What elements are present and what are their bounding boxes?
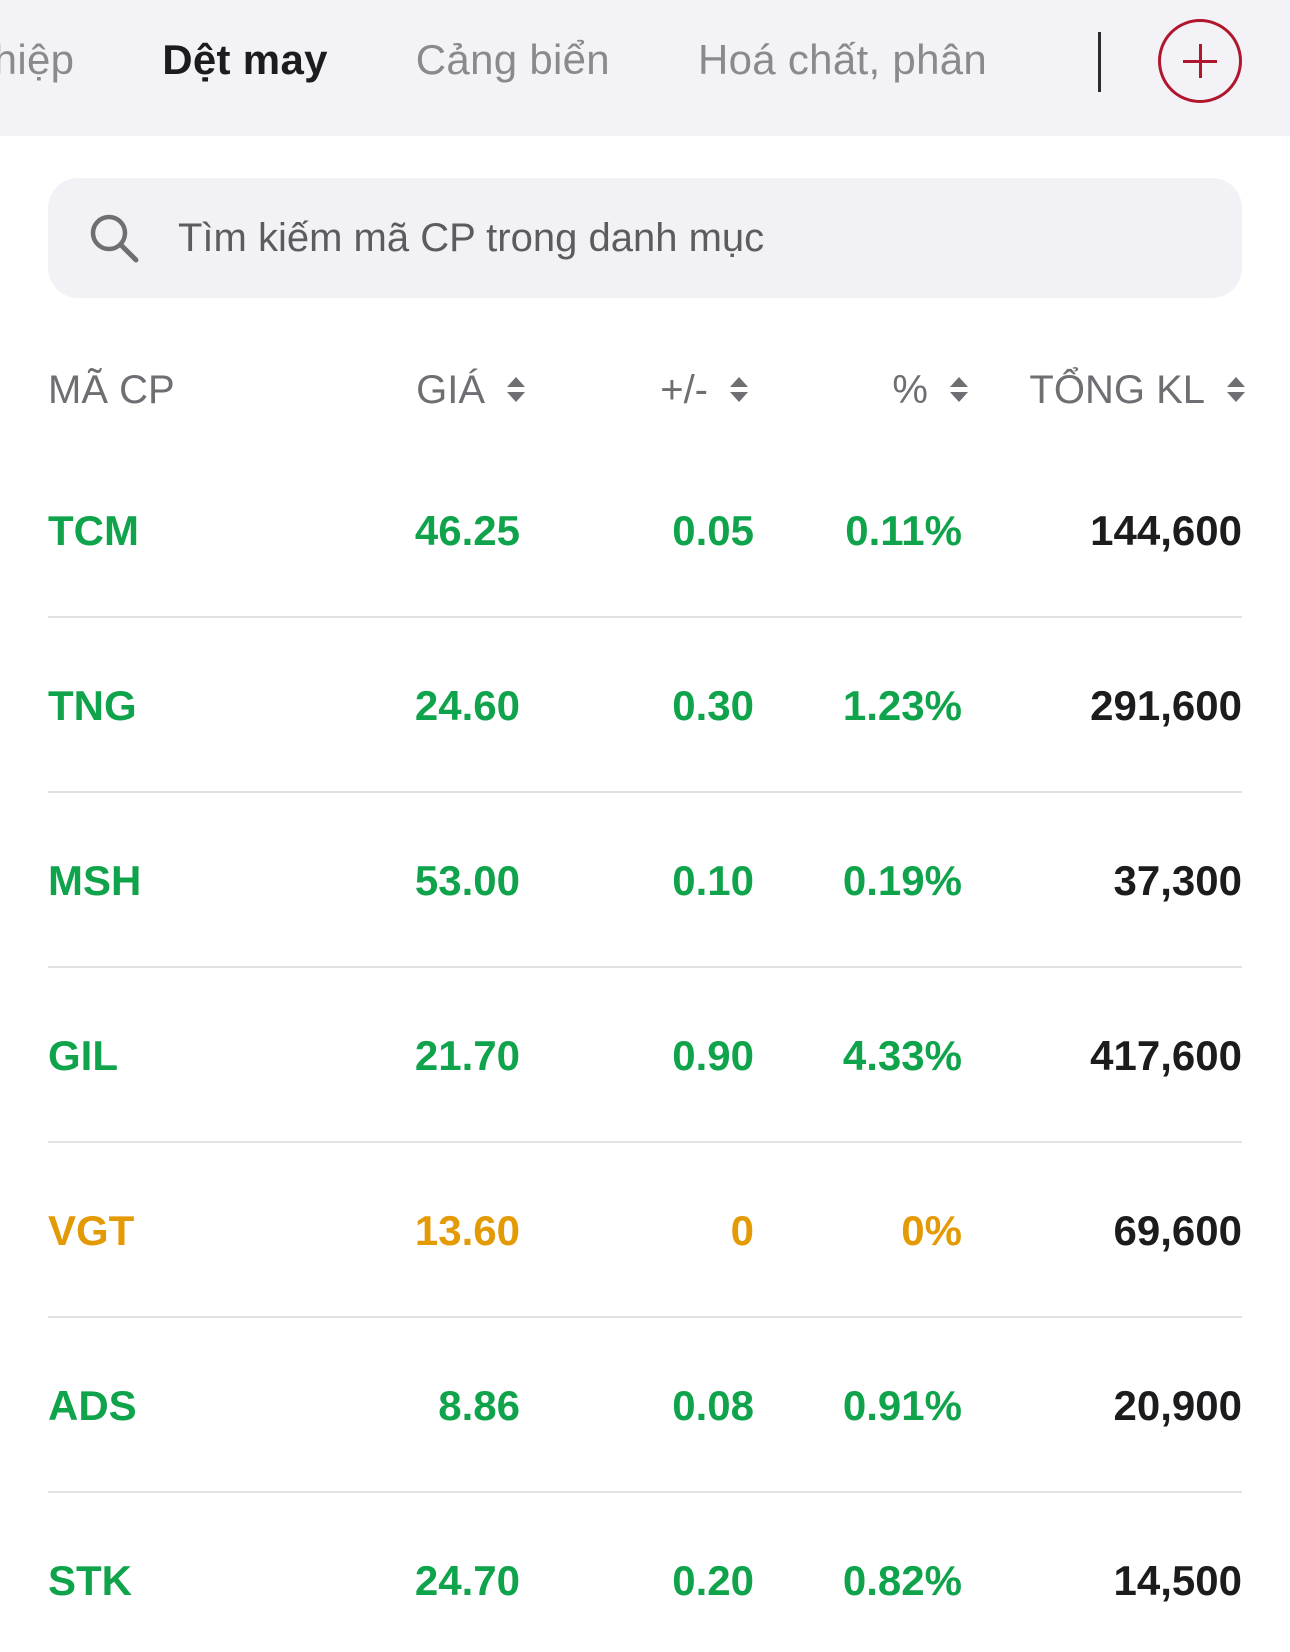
stock-code: TCM [48, 506, 139, 554]
stock-code: GIL [48, 1031, 118, 1079]
stock-percent: 0% [901, 1206, 962, 1254]
table-row[interactable]: VGT 13.60 0 0% 69,600 [0, 1143, 1290, 1318]
sort-icon [507, 375, 525, 405]
stock-price: 8.86 [438, 1381, 520, 1429]
table-row[interactable]: TNG 24.60 0.30 1.23% 291,600 [0, 618, 1290, 793]
stock-change: 0.08 [672, 1381, 754, 1429]
stock-percent: 0.82% [842, 1556, 962, 1604]
stock-volume: 144,600 [1090, 506, 1242, 554]
table-header: MÃ CP GIÁ +/- % TỔNG KL [0, 350, 1290, 430]
category-tab-bar: ghiệp Dệt may Cảng biển Hoá chất, phân [0, 0, 1290, 136]
stock-code: STK [48, 1556, 132, 1604]
category-tabs: ghiệp Dệt may Cảng biển Hoá chất, phân [0, 0, 1075, 120]
header-percent-sort[interactable]: % [892, 350, 968, 430]
tab-textile[interactable]: Dệt may [162, 36, 328, 83]
table-row[interactable]: TCM 46.25 0.05 0.11% 144,600 [0, 443, 1290, 618]
row-divider [48, 616, 1242, 618]
stock-price: 46.25 [414, 506, 520, 554]
header-code: MÃ CP [48, 367, 175, 412]
stock-volume: 291,600 [1090, 681, 1242, 729]
stock-percent: 0.19% [842, 856, 962, 904]
tab-chemicals[interactable]: Hoá chất, phân [697, 36, 988, 83]
header-change-sort[interactable]: +/- [660, 350, 748, 430]
table-row[interactable]: MSH 53.00 0.10 0.19% 37,300 [0, 793, 1290, 968]
stock-code: MSH [48, 856, 142, 904]
add-category-button[interactable] [1158, 19, 1242, 103]
search-input[interactable] [178, 178, 1218, 298]
stock-code: TNG [48, 681, 137, 729]
stock-change: 0.30 [672, 681, 754, 729]
stock-volume: 20,900 [1113, 1381, 1242, 1429]
stock-volume: 417,600 [1090, 1031, 1242, 1079]
stock-change: 0.20 [672, 1556, 754, 1604]
search-icon [90, 214, 139, 263]
stock-volume: 69,600 [1113, 1206, 1242, 1254]
stock-price: 53.00 [414, 856, 520, 904]
tab-divider [1098, 32, 1101, 92]
stock-price: 13.60 [414, 1206, 520, 1254]
stock-percent: 0.11% [845, 506, 962, 554]
stock-percent: 0.91% [842, 1381, 962, 1429]
header-price-sort[interactable]: GIÁ [416, 350, 525, 430]
stock-volume: 37,300 [1113, 856, 1242, 904]
sort-icon [730, 375, 748, 405]
row-divider [48, 1141, 1242, 1143]
stock-volume: 14,500 [1113, 1556, 1242, 1604]
stock-change: 0.10 [672, 856, 754, 904]
search-box[interactable] [48, 178, 1242, 298]
table-row[interactable]: STK 24.70 0.20 0.82% 14,500 [0, 1493, 1290, 1652]
table-row[interactable]: GIL 21.70 0.90 4.33% 417,600 [0, 968, 1290, 1143]
row-divider [48, 966, 1242, 968]
tab-industry[interactable]: ghiệp [0, 36, 75, 83]
stock-price: 24.60 [414, 681, 520, 729]
stock-code: VGT [48, 1206, 135, 1254]
row-divider [48, 791, 1242, 793]
stock-price: 24.70 [414, 1556, 520, 1604]
stock-list: TCM 46.25 0.05 0.11% 144,600 TNG 24.60 0… [0, 443, 1290, 1652]
row-divider [48, 1316, 1242, 1318]
stock-change: 0.05 [672, 506, 754, 554]
sort-icon [950, 375, 968, 405]
stock-percent: 4.33% [842, 1031, 962, 1079]
sort-icon [1227, 375, 1245, 405]
row-divider [48, 1491, 1242, 1493]
stock-change: 0.90 [672, 1031, 754, 1079]
tab-seaport[interactable]: Cảng biển [415, 36, 610, 83]
table-row[interactable]: ADS 8.86 0.08 0.91% 20,900 [0, 1318, 1290, 1493]
stock-code: ADS [48, 1381, 137, 1429]
stock-price: 21.70 [414, 1031, 520, 1079]
stock-percent: 1.23% [842, 681, 962, 729]
stock-change: 0 [730, 1206, 754, 1254]
header-volume-sort[interactable]: TỔNG KL [1029, 350, 1245, 430]
